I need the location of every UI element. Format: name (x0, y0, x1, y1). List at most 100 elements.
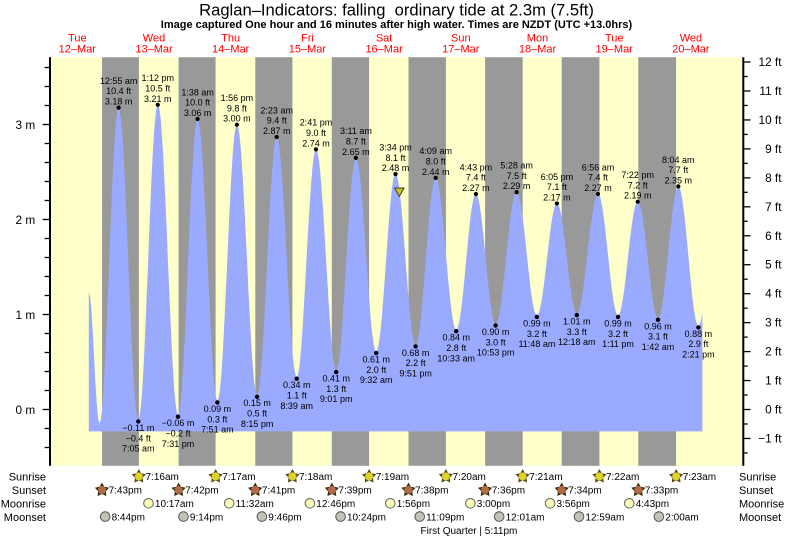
svg-text:7.4 ft: 7.4 ft (588, 173, 609, 183)
svg-text:3:00pm: 3:00pm (477, 499, 510, 510)
svg-text:7:05 am: 7:05 am (122, 444, 155, 454)
svg-text:1:11 pm: 1:11 pm (602, 339, 634, 349)
svg-text:Tue: Tue (605, 33, 624, 45)
svg-text:7:22 pm: 7:22 pm (621, 170, 654, 180)
svg-text:8.7 ft: 8.7 ft (346, 137, 367, 147)
svg-text:0.84 m: 0.84 m (442, 333, 470, 343)
svg-text:10:33 am: 10:33 am (437, 353, 475, 363)
svg-text:4:43pm: 4:43pm (636, 499, 669, 510)
svg-text:3.2 ft: 3.2 ft (608, 329, 629, 339)
svg-text:10:17am: 10:17am (155, 499, 194, 510)
svg-text:7:38pm: 7:38pm (415, 486, 448, 497)
svg-text:2.44 m: 2.44 m (422, 167, 450, 177)
svg-text:16–Mar: 16–Mar (365, 43, 403, 55)
svg-text:1:56 pm: 1:56 pm (221, 93, 254, 103)
svg-text:3 m: 3 m (16, 118, 36, 132)
svg-text:20–Mar: 20–Mar (672, 43, 710, 55)
svg-text:3.0 ft: 3.0 ft (486, 337, 507, 347)
svg-text:2.35 m: 2.35 m (665, 175, 693, 185)
svg-text:3:11 am: 3:11 am (340, 126, 372, 136)
svg-text:7:36pm: 7:36pm (492, 486, 525, 497)
svg-text:7:18am: 7:18am (299, 472, 332, 483)
svg-text:18–Mar: 18–Mar (519, 43, 557, 55)
svg-text:Thu: Thu (221, 33, 240, 45)
svg-text:12:01am: 12:01am (506, 512, 545, 523)
svg-text:2.19 m: 2.19 m (624, 191, 652, 201)
svg-text:7:31 pm: 7:31 pm (162, 439, 195, 449)
svg-text:Moonset: Moonset (739, 512, 781, 524)
svg-text:11:48 am: 11:48 am (518, 339, 555, 349)
svg-text:2.8 ft: 2.8 ft (446, 343, 467, 353)
svg-text:1.1 ft: 1.1 ft (287, 391, 308, 401)
svg-text:2 ft: 2 ft (765, 345, 782, 359)
svg-text:2.2 ft: 2.2 ft (406, 358, 427, 368)
svg-text:9.4 ft: 9.4 ft (267, 116, 288, 126)
svg-text:8.1 ft: 8.1 ft (385, 153, 406, 163)
svg-text:14–Mar: 14–Mar (212, 43, 250, 55)
svg-text:12:46pm: 12:46pm (316, 499, 355, 510)
svg-text:2.9 ft: 2.9 ft (688, 339, 709, 349)
svg-text:−0.4 ft: −0.4 ft (126, 433, 152, 443)
svg-text:2.87 m: 2.87 m (263, 126, 291, 136)
svg-text:10 ft: 10 ft (759, 113, 783, 127)
svg-text:Sun: Sun (451, 33, 471, 45)
svg-text:0 m: 0 m (16, 403, 36, 417)
svg-text:3.1 ft: 3.1 ft (648, 332, 669, 342)
svg-text:Mon: Mon (527, 33, 548, 45)
svg-text:7:51 am: 7:51 am (201, 425, 234, 435)
svg-text:Raglan–Indicators: falling or: Raglan–Indicators: falling ordinary tide… (199, 1, 594, 20)
svg-text:Tue: Tue (68, 33, 87, 45)
svg-text:10.4 ft: 10.4 ft (106, 86, 132, 96)
svg-text:9.0 ft: 9.0 ft (306, 128, 327, 138)
svg-text:Moonset: Moonset (4, 512, 46, 524)
svg-text:7:19am: 7:19am (376, 472, 409, 483)
svg-text:3.21 m: 3.21 m (144, 94, 172, 104)
svg-text:5 ft: 5 ft (765, 258, 782, 272)
svg-text:Image captured One hour and 16: Image captured One hour and 16 minutes a… (161, 19, 633, 31)
svg-text:2 m: 2 m (16, 213, 36, 227)
svg-text:0.88 m: 0.88 m (685, 329, 713, 339)
svg-text:7:34pm: 7:34pm (568, 486, 601, 497)
svg-text:0.5 ft: 0.5 ft (247, 409, 268, 419)
svg-text:10:53 pm: 10:53 pm (477, 348, 515, 358)
svg-text:0 ft: 0 ft (765, 403, 782, 417)
svg-text:−0.11 m: −0.11 m (122, 423, 154, 433)
svg-text:0.99 m: 0.99 m (604, 318, 632, 328)
svg-text:8.0 ft: 8.0 ft (426, 157, 447, 167)
svg-text:First Quarter | 5:11pm: First Quarter | 5:11pm (421, 526, 518, 537)
svg-text:3 ft: 3 ft (765, 316, 782, 330)
svg-text:10:24pm: 10:24pm (347, 512, 386, 523)
svg-text:6:56 am: 6:56 am (582, 162, 615, 172)
svg-text:3.18 m: 3.18 m (105, 97, 133, 107)
svg-text:2:41 pm: 2:41 pm (300, 118, 333, 128)
svg-text:1.01 m: 1.01 m (563, 317, 591, 327)
svg-text:7.1 ft: 7.1 ft (547, 182, 568, 192)
svg-text:7:22am: 7:22am (606, 472, 639, 483)
svg-text:4 ft: 4 ft (765, 287, 782, 301)
svg-text:6:05 pm: 6:05 pm (541, 172, 574, 182)
svg-text:Sunset: Sunset (739, 485, 773, 497)
svg-text:1:56pm: 1:56pm (397, 499, 430, 510)
svg-text:9:46pm: 9:46pm (268, 512, 301, 523)
svg-text:Sunset: Sunset (12, 485, 46, 497)
svg-text:7.2 ft: 7.2 ft (628, 180, 649, 190)
svg-text:0.15 m: 0.15 m (243, 398, 271, 408)
svg-text:7:16am: 7:16am (146, 472, 179, 483)
svg-text:2.29 m: 2.29 m (503, 181, 531, 191)
svg-text:3:34 pm: 3:34 pm (379, 142, 412, 152)
svg-text:8:39 am: 8:39 am (280, 401, 313, 411)
svg-text:3.00 m: 3.00 m (223, 114, 251, 124)
svg-text:4:43 pm: 4:43 pm (460, 162, 493, 172)
svg-text:7.4 ft: 7.4 ft (466, 173, 487, 183)
svg-text:2.48 m: 2.48 m (382, 163, 410, 173)
svg-text:9:01 pm: 9:01 pm (320, 394, 353, 404)
svg-text:3:56pm: 3:56pm (557, 499, 590, 510)
svg-text:11:32am: 11:32am (236, 499, 274, 510)
svg-text:6 ft: 6 ft (765, 229, 782, 243)
svg-text:0.90 m: 0.90 m (482, 327, 510, 337)
svg-text:0.41 m: 0.41 m (322, 374, 350, 384)
svg-text:0.09 m: 0.09 m (204, 404, 232, 414)
svg-text:15–Mar: 15–Mar (289, 43, 327, 55)
svg-text:0.99 m: 0.99 m (523, 318, 551, 328)
svg-text:−0.06 m: −0.06 m (162, 418, 195, 428)
